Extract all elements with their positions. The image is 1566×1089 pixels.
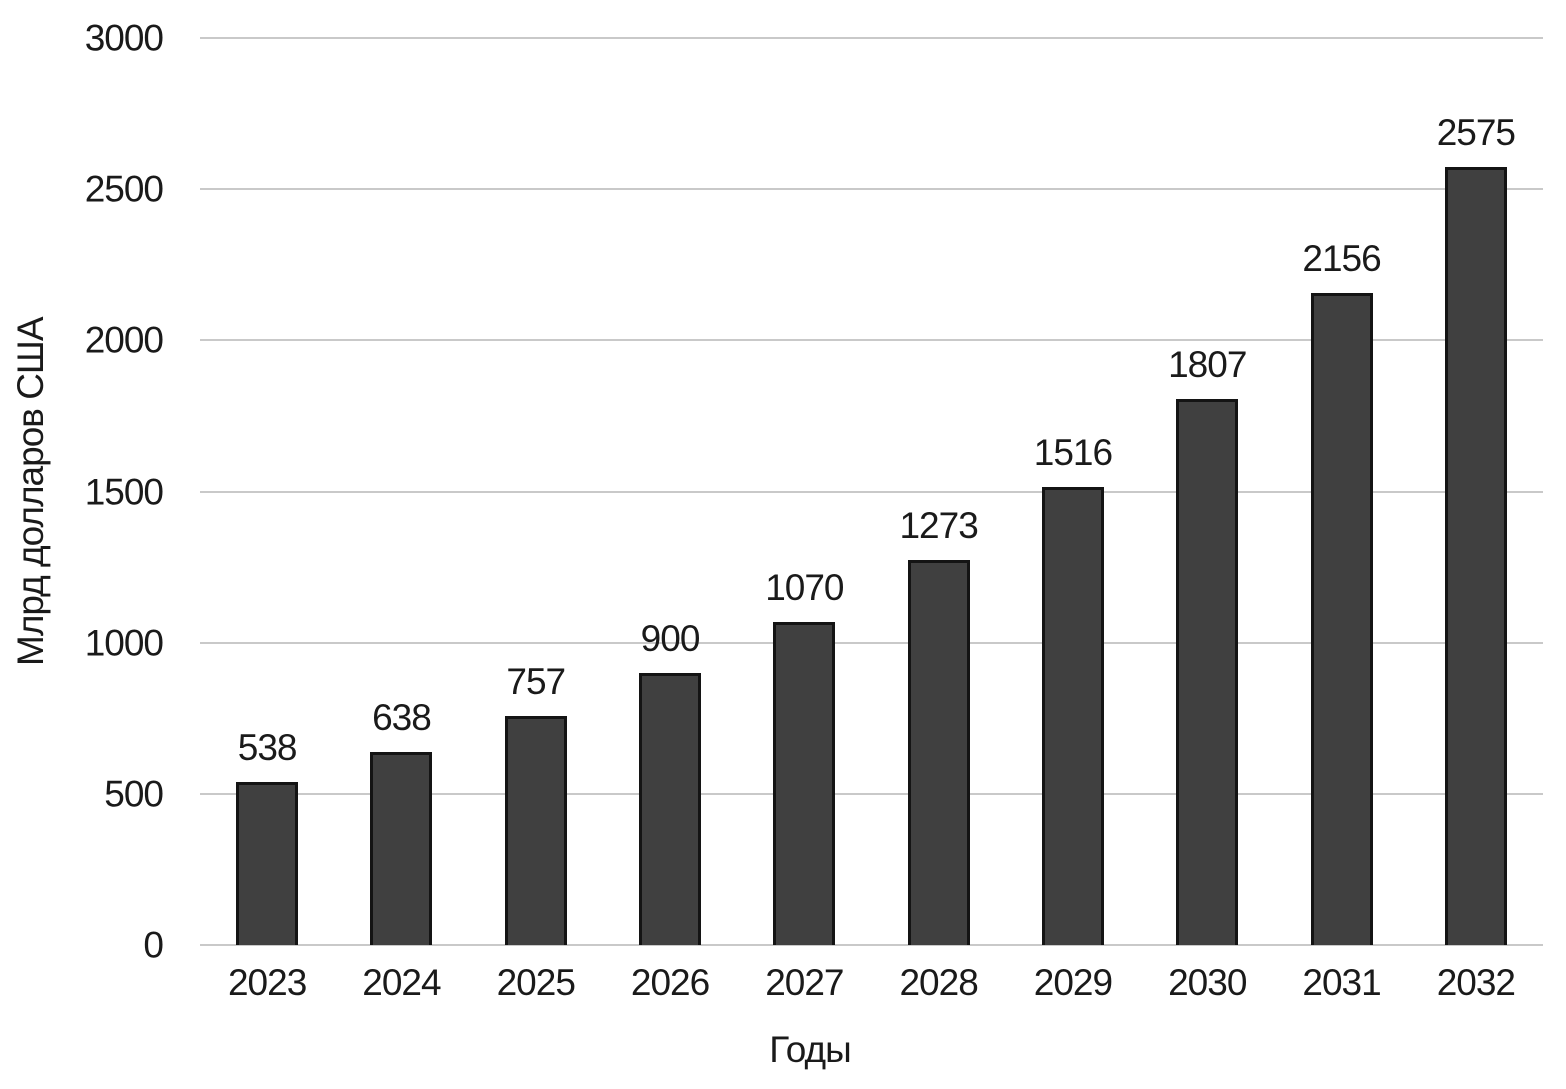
x-tick-label: 2024 [362,962,441,1003]
y-tick-label: 1000 [84,622,164,664]
y-tick-label: 2000 [84,319,164,361]
bar-value-label: 1807 [1168,343,1247,385]
bar-value-label: 1070 [765,566,844,608]
gridline [200,641,1543,644]
x-tick-label: 2031 [1302,962,1381,1003]
x-axis-title: Годы [769,1029,852,1070]
y-tick-label: 2500 [84,168,164,210]
y-tick-label: 0 [143,924,164,966]
x-tick-label: 2023 [227,962,307,1003]
bar-value-label: 1516 [1033,431,1113,473]
x-tick-label: 2032 [1436,962,1516,1003]
x-tick-label: 2027 [765,962,844,1003]
y-tick-label: 500 [104,773,164,815]
gridline [200,490,1543,493]
x-tick-label: 2030 [1168,962,1247,1003]
gridline [200,944,1543,946]
bar-2027 [773,621,836,945]
bar-2032 [1444,166,1507,945]
bar-value-label: 638 [372,697,432,739]
plot-area: 538 638 757 900 1070 1273 1516 1807 2156 2575 [200,37,1543,946]
bar-2031 [1310,293,1373,945]
x-tick-label: 2028 [899,962,978,1003]
bar-2030 [1176,398,1239,945]
bar-value-label: 2156 [1302,238,1381,280]
x-tick-label: 2026 [630,962,710,1003]
bar-value-label: 900 [640,617,701,659]
bar-value-label: 538 [237,727,298,769]
y-tick-label: 1500 [84,471,164,512]
bar-2026 [639,672,702,945]
bar-2029 [1041,486,1104,945]
bar-value-label: 2575 [1436,111,1516,153]
gridline [200,188,1543,191]
bar-value-label: 1273 [899,505,978,547]
y-axis: 0 500 1000 1500 2000 2500 3000 [0,20,164,964]
bar-2023 [236,782,299,945]
bar-value-label: 757 [506,661,566,703]
bar-2025 [504,716,567,945]
gridline [200,792,1543,795]
gridline [200,37,1543,39]
bar-2024 [370,752,433,945]
gridline [200,339,1543,342]
x-axis: 2023 2024 2025 2026 2027 2028 2029 2030 2031 2032 [200,962,1543,1009]
x-tick-label: 2025 [496,962,576,1003]
x-tick-label: 2029 [1033,962,1113,1003]
y-tick-label: 3000 [84,17,164,59]
bar-2028 [907,560,970,945]
